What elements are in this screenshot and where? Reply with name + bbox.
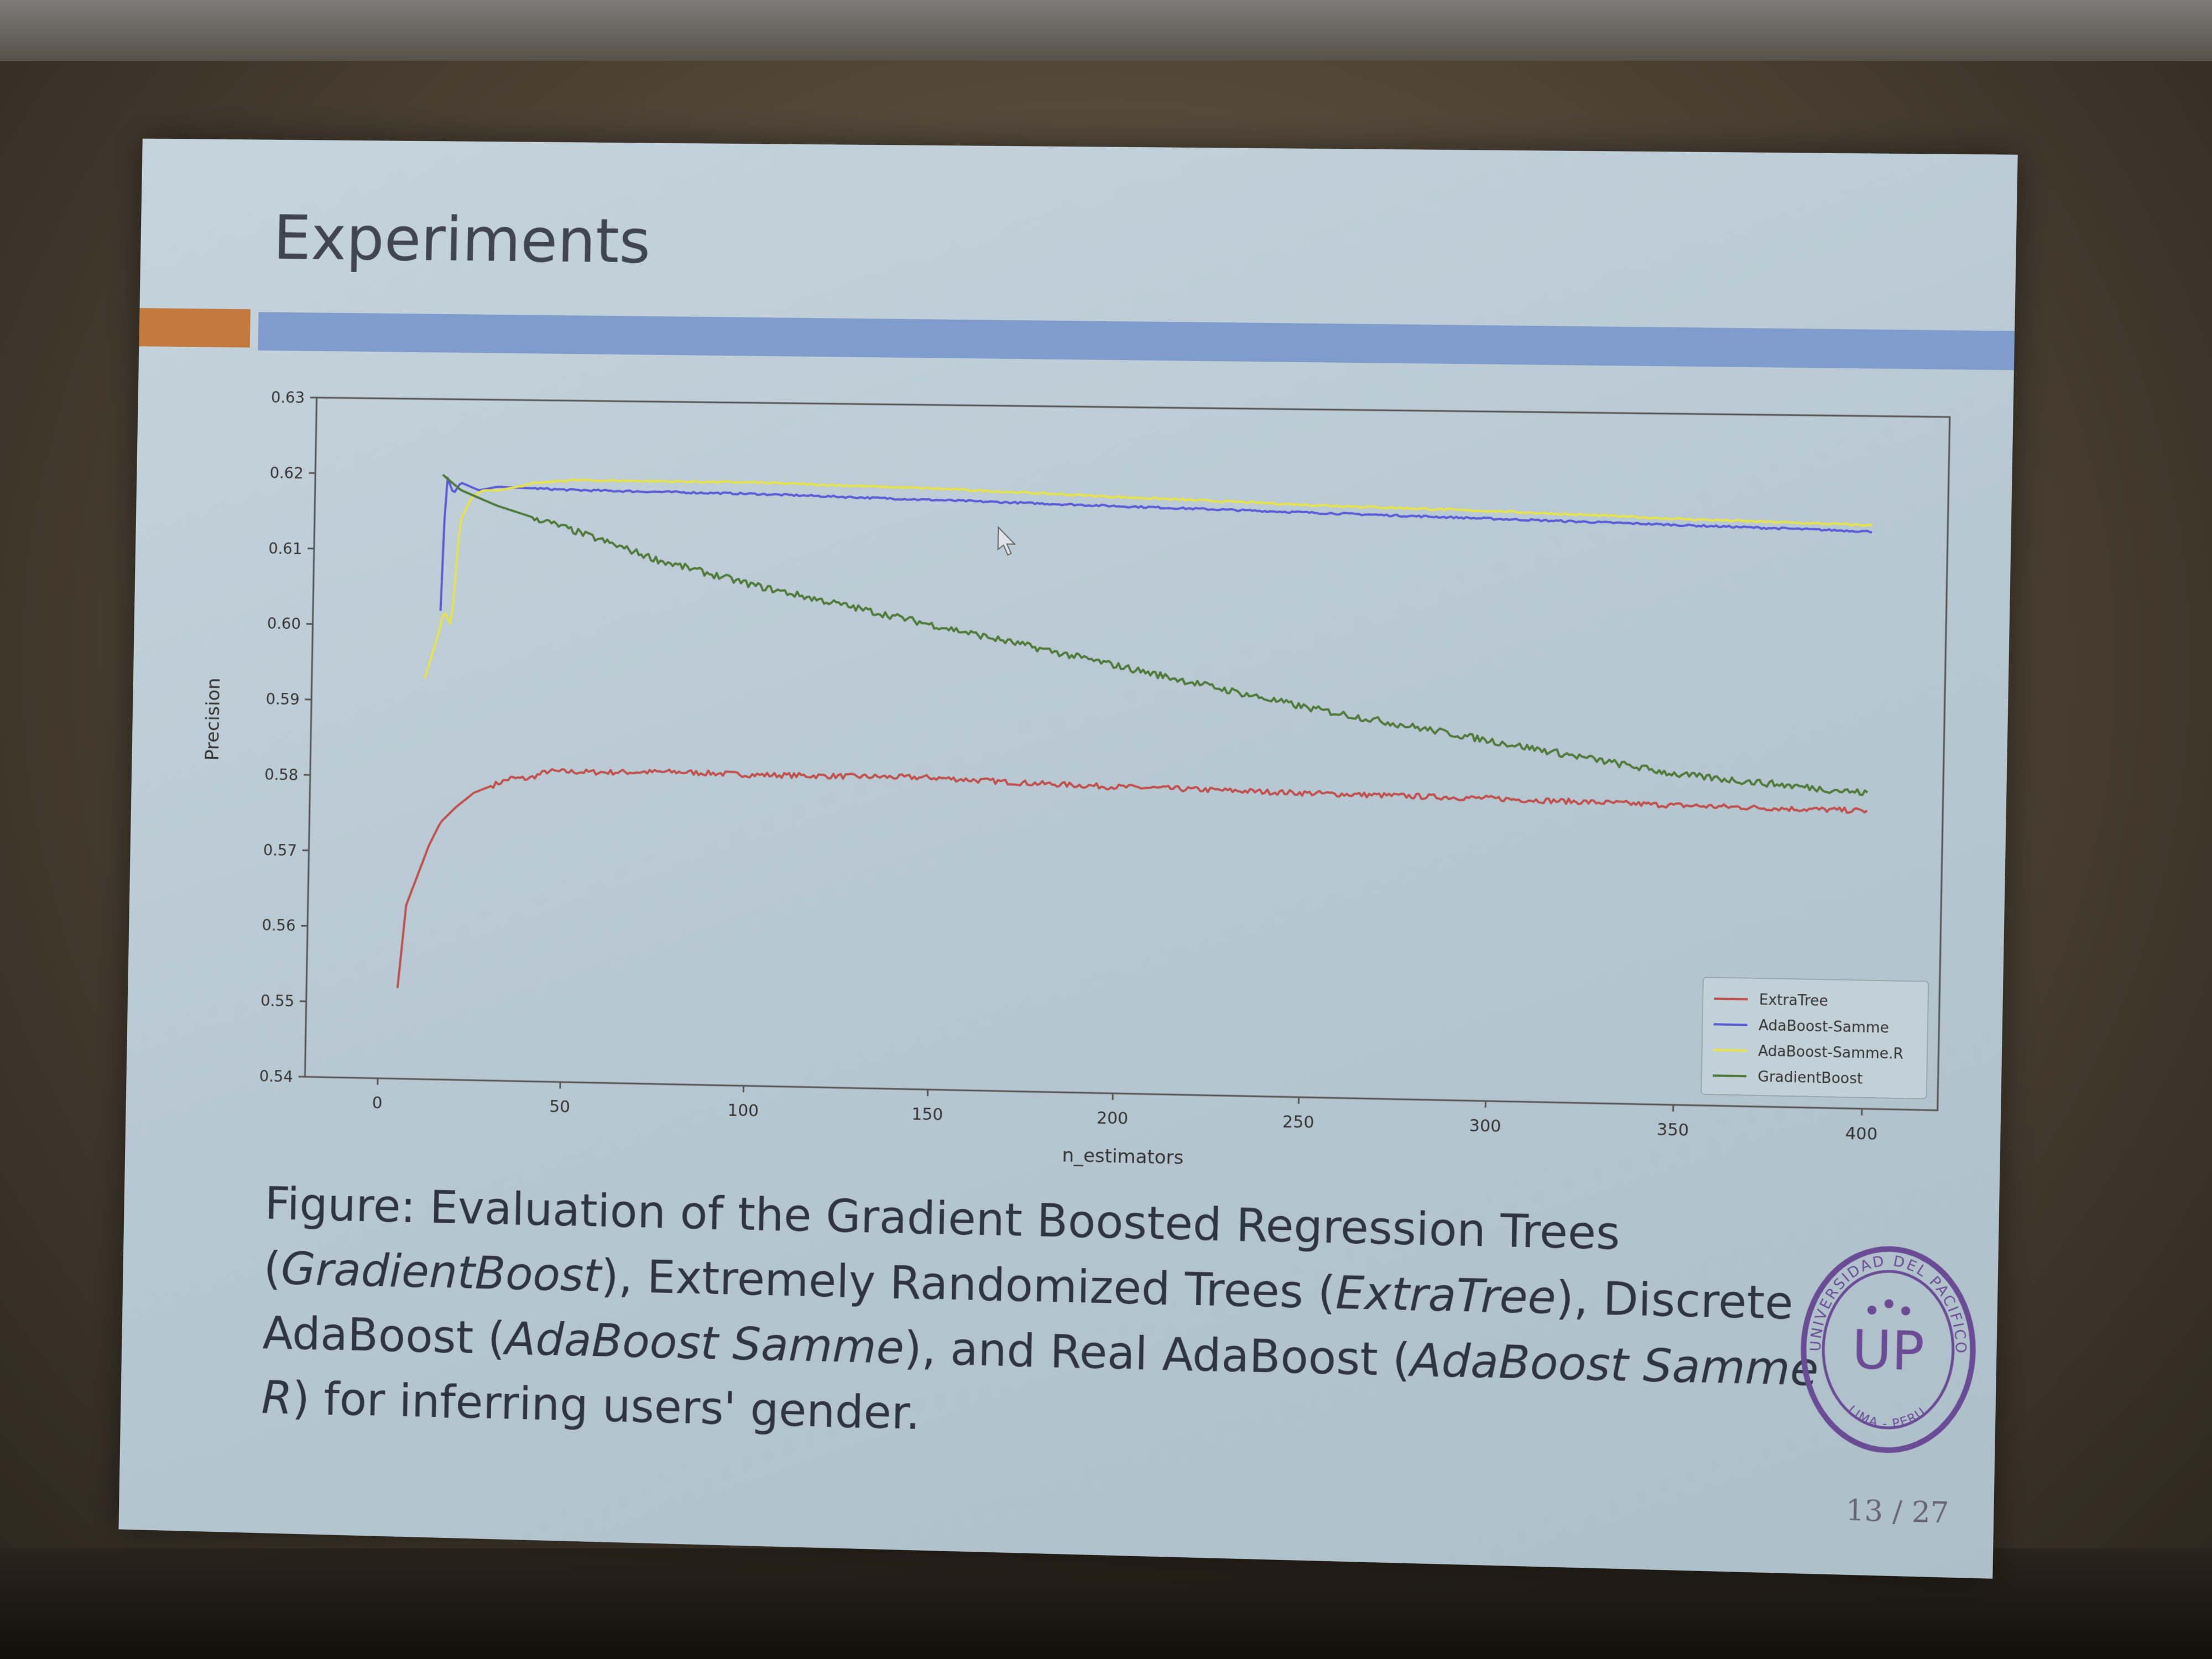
y-axis-label: Precision bbox=[201, 677, 224, 761]
y-tick-label: 0.59 bbox=[265, 690, 300, 709]
y-tick-label: 0.56 bbox=[262, 916, 296, 935]
page-number: 13 / 27 bbox=[1845, 1494, 1949, 1530]
y-tick-label: 0.55 bbox=[260, 992, 295, 1010]
title-accent-bar-orange bbox=[139, 308, 251, 347]
y-tick-label: 0.62 bbox=[269, 463, 304, 482]
seal-monogram: UP bbox=[1851, 1319, 1925, 1383]
legend-swatch bbox=[1714, 1024, 1747, 1025]
seal-icon: UNIVERSIDAD DEL PACIFICO LIMA - PERU UP bbox=[1796, 1241, 1980, 1458]
legend-entry: GradientBoost bbox=[1757, 1068, 1863, 1087]
caption-adaboost-samme: AdaBoost Samme bbox=[505, 1313, 905, 1375]
y-tick-label: 0.57 bbox=[263, 841, 298, 859]
figure-caption: Figure: Evaluation of the Gradient Boost… bbox=[261, 1172, 1823, 1469]
x-tick-label: 50 bbox=[549, 1097, 570, 1117]
legend-swatch bbox=[1713, 1050, 1747, 1051]
university-seal: UNIVERSIDAD DEL PACIFICO LIMA - PERU UP bbox=[1796, 1241, 1980, 1458]
x-tick-label: 400 bbox=[1845, 1124, 1878, 1144]
x-tick-label: 250 bbox=[1282, 1112, 1314, 1133]
chart-legend: ExtraTree AdaBoost-Samme AdaBoost-Samme.R G… bbox=[1701, 977, 1928, 1099]
title-accent-bar-blue bbox=[258, 312, 2015, 370]
x-tick-label: 100 bbox=[727, 1101, 759, 1121]
caption-text-4: ), and Real AdaBoost ( bbox=[904, 1322, 1411, 1387]
y-tick-label: 0.54 bbox=[259, 1067, 294, 1086]
ceiling-background bbox=[0, 0, 2212, 61]
seal-text-bottom: LIMA - PERU bbox=[1845, 1403, 1929, 1432]
y-tick-label: 0.63 bbox=[271, 388, 305, 407]
x-tick-label: 0 bbox=[372, 1093, 383, 1113]
mouse-cursor-icon bbox=[998, 527, 1015, 555]
series-line-extratree bbox=[398, 765, 1867, 1016]
chart-lines bbox=[398, 474, 1873, 1016]
chart-svg: 0 50 100 150 200 250 300 350 400 0.54 0.55 0.56 0.57… bbox=[179, 374, 1979, 1190]
caption-gradientboost: GradientBoost bbox=[280, 1243, 601, 1302]
caption-text-2: ), Extremely Randomized Trees ( bbox=[601, 1250, 1336, 1319]
x-tick-label: 200 bbox=[1097, 1108, 1129, 1128]
y-tick-label: 0.61 bbox=[268, 539, 302, 558]
x-tick-label: 300 bbox=[1469, 1116, 1501, 1136]
legend-entry: AdaBoost-Samme.R bbox=[1758, 1043, 1903, 1063]
caption-extratree: ExtraTree bbox=[1335, 1267, 1556, 1325]
x-tick-label: 350 bbox=[1657, 1120, 1689, 1140]
x-tick-label: 150 bbox=[911, 1104, 943, 1124]
legend-entry: AdaBoost-Samme bbox=[1759, 1018, 1889, 1037]
y-tick-label: 0.58 bbox=[264, 765, 299, 784]
series-line-adaboost-samme-r bbox=[425, 477, 1872, 701]
x-axis-label: n_estimators bbox=[1062, 1144, 1183, 1168]
series-line-adaboost-samme bbox=[441, 478, 1873, 632]
legend-entry: ExtraTree bbox=[1759, 992, 1828, 1010]
projected-slide: Experiments 0 50 100 150 200 250 300 350 400 0.54… bbox=[118, 139, 2017, 1579]
line-chart: 0 50 100 150 200 250 300 350 400 0.54 0.55 0.56 0.57… bbox=[179, 374, 1979, 1190]
svg-text:LIMA - PERU: LIMA - PERU bbox=[1845, 1403, 1929, 1432]
caption-text-5: ) for inferring users' gender. bbox=[292, 1373, 921, 1440]
y-tick-label: 0.60 bbox=[267, 614, 301, 633]
slide-title: Experiments bbox=[273, 203, 651, 277]
